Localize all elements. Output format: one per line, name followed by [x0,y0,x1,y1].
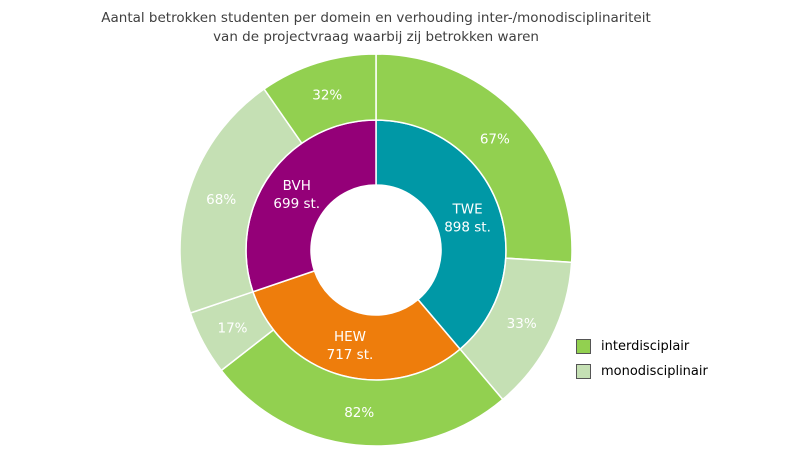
legend-label-interdisciplair: interdisciplair [601,339,690,354]
inner-value-bvh: 699 st. [273,196,320,212]
inner-value-twe: 898 st. [444,219,491,235]
inner-label-bvh: BVH [283,178,311,194]
inner-label-hew: HEW [334,329,366,345]
inner-value-hew: 717 st. [327,347,374,363]
outer-label-bvh-monodisciplinair: 68% [206,192,236,208]
outer-label-bvh-interdisciplair: 32% [312,87,342,103]
outer-segment-twe-interdisciplair [375,53,573,264]
inner-label-twe: TWE [451,201,482,217]
outer-segment-bvh-interdisciplair [263,53,377,145]
chart-title-line2: van de projectvraag waarbij zij betrokke… [213,29,539,45]
legend-swatch-interdisciplair [576,339,591,354]
chart-title: Aantal betrokken studenten per domein en… [0,9,752,47]
chart-title-line1: Aantal betrokken studenten per domein en… [101,10,651,26]
outer-label-hew-interdisciplair: 82% [344,405,374,421]
legend-item-monodisciplinair: monodisciplinair [576,364,708,379]
outer-label-twe-interdisciplair: 67% [480,131,510,147]
outer-segment-hew-interdisciplair [220,328,504,447]
outer-label-twe-monodisciplinair: 33% [507,316,537,332]
outer-label-hew-monodisciplinair: 17% [218,320,248,336]
legend-item-interdisciplair: interdisciplair [576,339,689,354]
legend-label-monodisciplinair: monodisciplinair [601,364,708,379]
legend-swatch-monodisciplinair [576,364,591,379]
